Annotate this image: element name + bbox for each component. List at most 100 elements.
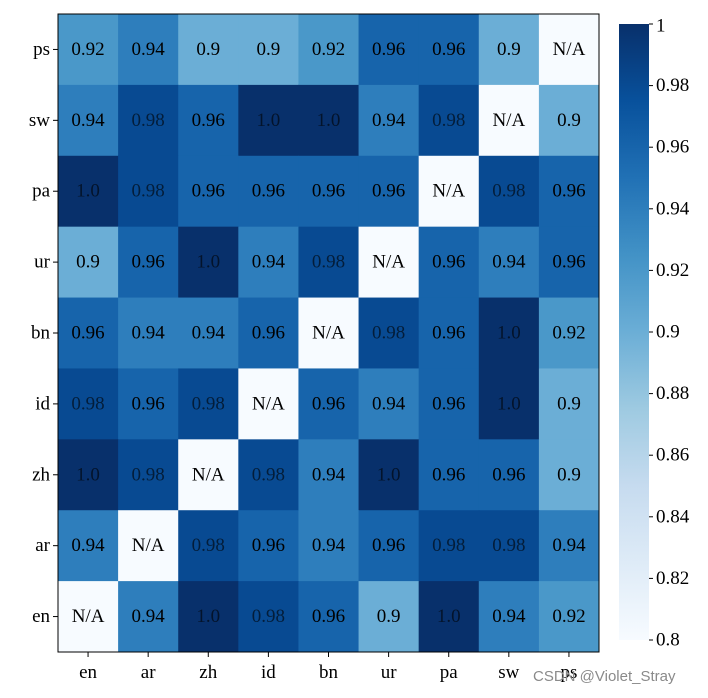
heatmap-cell: [298, 581, 360, 653]
cell-value-label: 0.98: [252, 464, 285, 485]
heatmap-cell: [358, 510, 420, 582]
colorbar-gradient: [619, 24, 649, 640]
heatmap-cell: [178, 581, 239, 653]
heatmap-cell: [298, 155, 360, 228]
cell-value-label: 0.96: [372, 181, 405, 202]
heatmap-cell: [118, 14, 179, 86]
y-tick-label: en: [32, 606, 50, 627]
heatmap-cell: [298, 14, 360, 86]
heatmap-cell: [538, 226, 600, 299]
heatmap-cell: [298, 368, 360, 440]
cell-value-label: 0.98: [252, 606, 285, 627]
colorbar-tick-label: 0.82: [656, 568, 689, 589]
cell-value-label: N/A: [372, 252, 405, 273]
heatmap-cell: [178, 297, 239, 369]
cell-value-label: N/A: [432, 181, 465, 202]
colorbar-tick-label: 0.86: [656, 445, 689, 466]
cell-value-label: 0.92: [552, 606, 585, 627]
heatmap-cell: [358, 84, 420, 157]
cell-value-label: 0.9: [196, 39, 220, 60]
cell-value-label: 0.96: [492, 464, 525, 485]
cell-value-label: 0.98: [71, 393, 104, 414]
heatmap-cell: [58, 439, 119, 511]
cell-value-label: N/A: [492, 110, 525, 131]
heatmap-cell: [238, 297, 299, 369]
cell-value-label: 0.9: [497, 39, 521, 60]
heatmap-cell: [238, 14, 299, 86]
cell-value-label: 0.92: [312, 39, 345, 60]
x-tick-label: ar: [141, 662, 156, 683]
cell-value-label: 0.96: [432, 323, 465, 344]
cell-value-label: N/A: [132, 535, 165, 556]
cell-value-label: 0.9: [257, 39, 281, 60]
cell-value-label: 1.0: [377, 464, 401, 485]
heatmap-cell: [478, 581, 540, 653]
y-axis: ps sw pa ur bn id zh ar en: [29, 39, 58, 627]
cell-value-label: 0.96: [432, 393, 465, 414]
cell-value-label: 0.94: [372, 110, 406, 131]
heatmap-cell: [478, 439, 540, 511]
heatmap-cell: [118, 226, 179, 299]
heatmap-cell-labels: 0.92 0.94 0.9 0.9 0.92 0.96 0.96 0.9 N/A 0.94 0.98…: [71, 39, 586, 627]
heatmap-cell: [58, 155, 119, 228]
cell-value-label: 0.96: [312, 606, 345, 627]
cell-value-label: 1.0: [196, 606, 220, 627]
y-tick-label: ar: [35, 535, 50, 556]
heatmap-cells: [58, 14, 600, 653]
cell-value-label: 0.94: [132, 39, 166, 60]
cell-value-label: 1.0: [76, 181, 100, 202]
heatmap-cell: [178, 439, 239, 511]
heatmap-cell: [538, 14, 600, 86]
cell-value-label: 0.9: [377, 606, 401, 627]
y-tick-label: bn: [31, 323, 51, 344]
cell-value-label: 0.98: [432, 535, 465, 556]
heatmap-cell: [358, 368, 420, 440]
cell-value-label: N/A: [553, 39, 586, 60]
heatmap-cell: [178, 14, 239, 86]
cell-value-label: 0.94: [552, 535, 586, 556]
colorbar-tick-label: 1: [656, 16, 666, 37]
heatmap-cell: [118, 155, 179, 228]
cell-value-label: 0.96: [252, 323, 285, 344]
cell-value-label: 0.96: [252, 535, 285, 556]
cell-value-label: N/A: [72, 606, 105, 627]
cell-value-label: 0.96: [132, 252, 165, 273]
heatmap-cell: [478, 226, 540, 299]
heatmap-cell: [298, 439, 360, 511]
cell-value-label: 1.0: [437, 606, 461, 627]
heatmap-cell: [298, 84, 360, 157]
colorbar-ticks: 0.8 0.82 0.84 0.86 0.88 0.9 0.92 0.94 0.96 0.98 1: [649, 16, 690, 651]
cell-value-label: 0.98: [492, 181, 525, 202]
cell-value-label: 1.0: [257, 110, 281, 131]
heatmap-cell: [118, 368, 179, 440]
cell-value-label: 0.98: [132, 110, 165, 131]
cell-value-label: 0.94: [312, 464, 346, 485]
heatmap-cell: [418, 581, 480, 653]
heatmap-cell: [58, 84, 119, 157]
colorbar-tick-label: 0.98: [656, 75, 689, 96]
cell-value-label: 0.96: [71, 323, 104, 344]
heatmap-cell: [58, 510, 119, 582]
cell-value-label: 0.98: [132, 181, 165, 202]
heatmap-cell: [478, 155, 540, 228]
cell-value-label: 0.96: [372, 39, 405, 60]
colorbar-tick-label: 0.88: [656, 383, 689, 404]
x-tick-label: ps: [560, 662, 577, 683]
cell-value-label: 0.96: [552, 181, 585, 202]
cell-value-label: 0.9: [557, 110, 581, 131]
heatmap-cell: [478, 14, 540, 86]
colorbar-tick-label: 0.84: [656, 506, 690, 527]
cell-value-label: N/A: [252, 393, 285, 414]
cell-value-label: 0.94: [312, 535, 346, 556]
cell-value-label: N/A: [192, 464, 225, 485]
heatmap-cell: [358, 226, 420, 299]
colorbar-tick-label: 0.92: [656, 260, 689, 281]
cell-value-label: 0.94: [192, 323, 226, 344]
cell-value-label: 0.92: [552, 323, 585, 344]
colorbar: 0.8 0.82 0.84 0.86 0.88 0.9 0.92 0.94 0.96 0.98 1: [619, 16, 690, 651]
heatmap-cell: [238, 510, 299, 582]
cell-value-label: 0.96: [312, 393, 345, 414]
heatmap-cell: [118, 581, 179, 653]
heatmap-cell: [238, 368, 299, 440]
